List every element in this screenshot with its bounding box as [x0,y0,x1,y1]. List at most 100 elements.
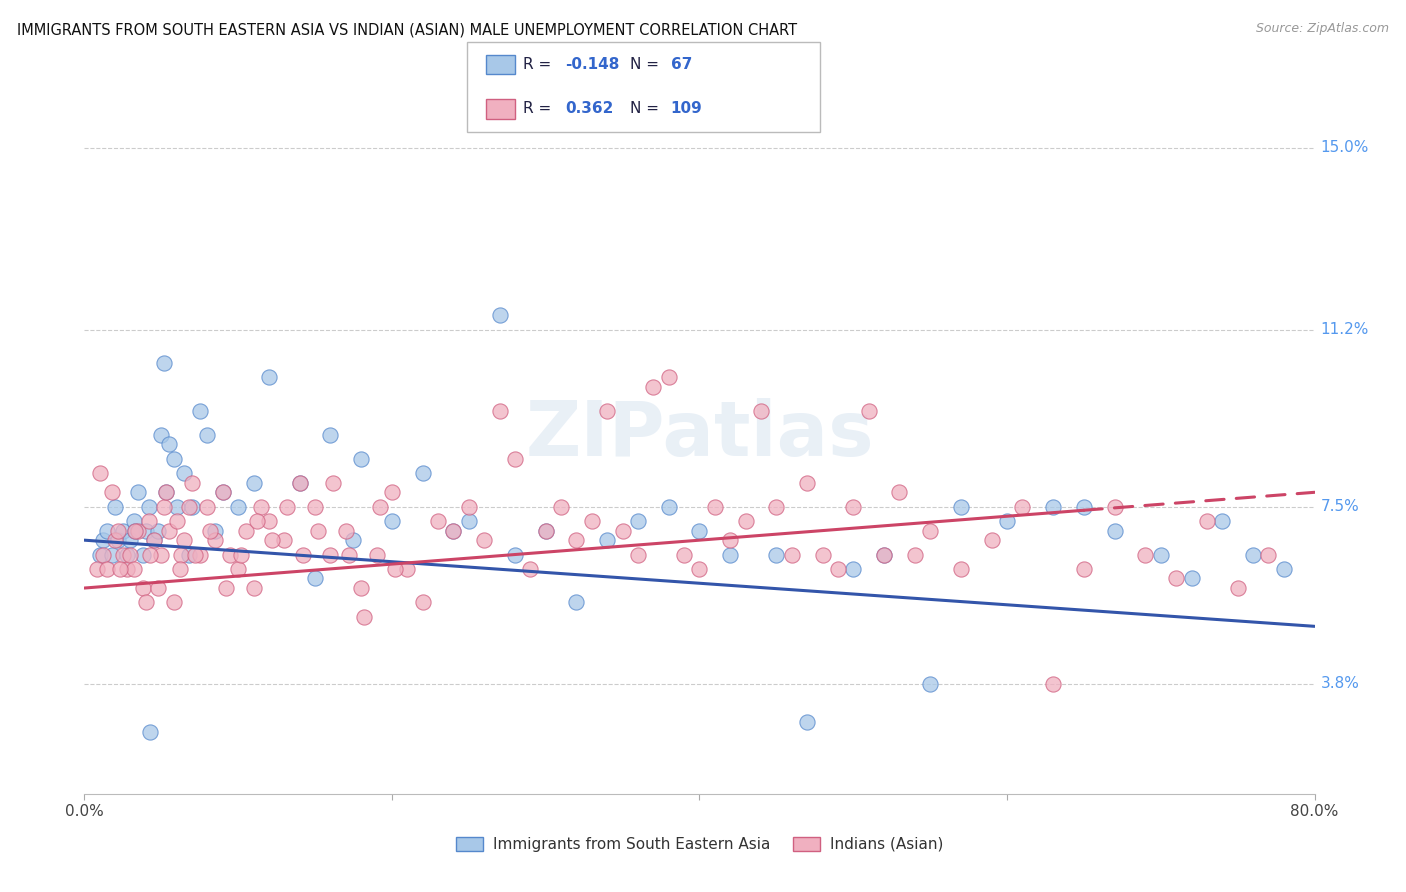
Point [627,548,650,562]
Point [96,562,118,576]
Point [242,581,264,595]
Point [91,533,114,548]
Point [288,475,311,490]
Point [488,404,510,418]
Point [91,548,114,562]
Point [132,581,155,595]
Point [173,466,195,480]
Point [250,500,273,514]
Point [117,562,139,576]
Point [120,533,142,548]
Point [242,475,264,490]
Text: 3.8%: 3.8% [1320,676,1360,691]
Point [200,524,222,538]
Point [842,500,865,514]
Text: IMMIGRANTS FROM SOUTH EASTERN ASIA VS INDIAN (ASIAN) MALE UNEMPLOYMENT CORRELATI: IMMIGRANTS FROM SOUTH EASTERN ASIA VS IN… [17,22,797,37]
Point [920,524,942,538]
Point [335,524,357,538]
Point [211,485,233,500]
Point [204,524,226,538]
Point [322,475,344,490]
Point [596,404,619,418]
Point [153,356,176,370]
Point [1166,571,1188,585]
Point [184,548,207,562]
Point [162,451,184,466]
Point [111,524,134,538]
Text: 15.0%: 15.0% [1320,140,1369,155]
Point [319,548,342,562]
Point [565,533,588,548]
Point [796,475,818,490]
Point [122,562,145,576]
Point [219,548,242,562]
Point [166,514,188,528]
Point [288,475,311,490]
Point [304,500,326,514]
Point [1181,571,1204,585]
Point [412,466,434,480]
Point [381,485,404,500]
Text: R =: R = [523,102,551,116]
Point [1073,500,1095,514]
Point [1257,548,1279,562]
Point [765,500,787,514]
Point [215,581,238,595]
Point [107,533,129,548]
Point [148,524,170,538]
Point [350,451,373,466]
Point [122,514,145,528]
Point [904,548,927,562]
Point [273,533,295,548]
Text: 67: 67 [671,57,692,71]
Text: N =: N = [630,57,659,71]
Point [135,524,157,538]
Point [120,548,142,562]
Point [550,500,572,514]
Point [873,548,896,562]
Point [780,548,803,562]
Point [995,514,1018,528]
Point [658,500,681,514]
Point [596,533,619,548]
Point [138,500,160,514]
Point [211,485,233,500]
Point [581,514,603,528]
Point [188,404,211,418]
Point [503,548,526,562]
Point [472,533,495,548]
Point [135,595,157,609]
Point [132,548,155,562]
Text: -0.148: -0.148 [565,57,620,71]
Point [366,548,388,562]
Point [235,524,257,538]
Text: R =: R = [523,57,551,71]
Point [231,548,253,562]
Point [796,715,818,730]
Point [142,533,165,548]
Point [1195,514,1218,528]
Point [257,514,280,528]
Text: 7.5%: 7.5% [1320,500,1360,514]
Point [980,533,1002,548]
Point [503,451,526,466]
Point [1135,548,1157,562]
Point [307,524,329,538]
Text: 0.362: 0.362 [565,102,613,116]
Point [718,533,741,548]
Point [842,562,865,576]
Point [1241,548,1264,562]
Point [197,500,219,514]
Text: 11.2%: 11.2% [1320,322,1369,337]
Point [139,548,162,562]
Legend: Immigrants from South Eastern Asia, Indians (Asian): Immigrants from South Eastern Asia, Indi… [450,830,949,858]
Point [142,533,165,548]
Point [169,562,191,576]
Point [396,562,419,576]
Point [153,500,176,514]
Point [1272,562,1295,576]
Point [949,500,972,514]
Point [412,595,434,609]
Point [703,500,725,514]
Point [1073,562,1095,576]
